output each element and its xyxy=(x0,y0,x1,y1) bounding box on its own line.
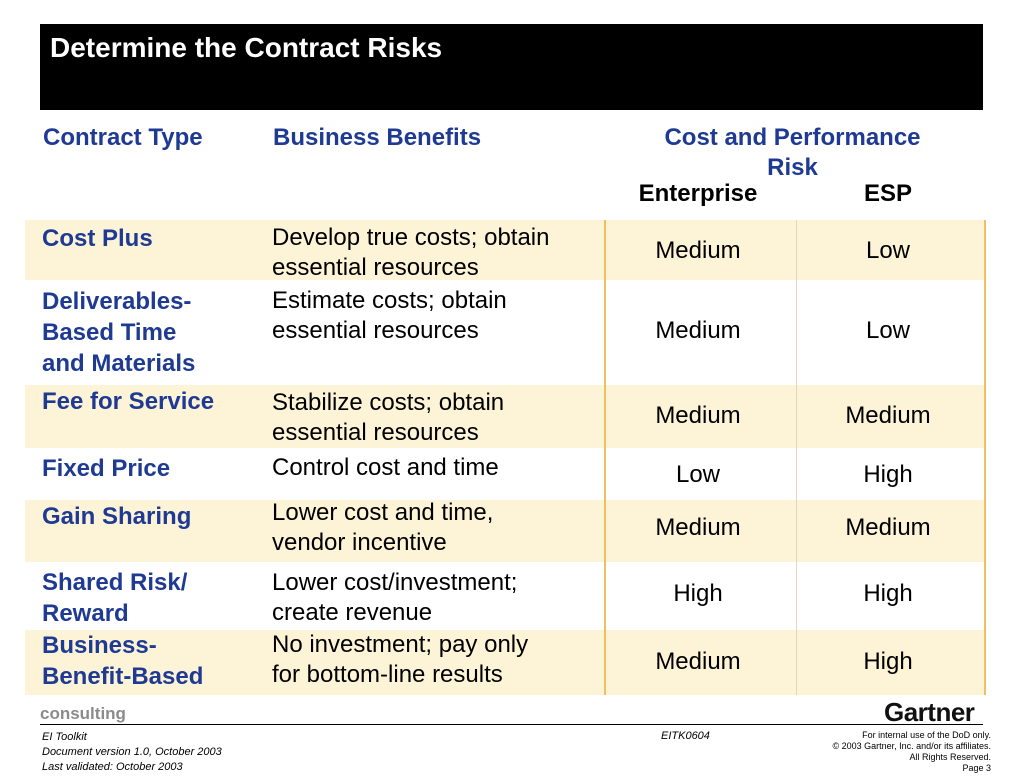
business-benefit-line: essential resources xyxy=(272,419,479,446)
business-benefit-line: essential resources xyxy=(272,254,479,281)
footer-toolkit: EI Toolkit xyxy=(42,731,87,743)
business-benefit-line: Lower cost/investment; xyxy=(272,569,518,596)
footer-divider xyxy=(40,724,983,725)
consulting-label: consulting xyxy=(40,704,126,723)
esp-risk-cell: Low xyxy=(865,317,911,344)
footer-right: For internal use of the DoD only. © 2003… xyxy=(832,730,991,774)
contract-type-line: Based Time xyxy=(42,319,177,346)
column-divider xyxy=(796,220,797,695)
table-row: Cost Plus Develop true costs; obtain essen… xyxy=(25,220,986,283)
contract-type-line: Reward xyxy=(42,600,129,627)
header-contract-type: Contract Type xyxy=(43,124,203,151)
contract-type-line: Benefit-Based xyxy=(42,663,204,690)
contract-type-line: Gain Sharing xyxy=(42,503,192,530)
contract-type-line: Fee for Service xyxy=(42,388,215,415)
gartner-logo: Gartner xyxy=(884,697,975,727)
table-row: Business- Benefit-Based No investment; pay… xyxy=(25,630,986,695)
business-benefit-cell: Estimate costs; obtain essential resource… xyxy=(272,286,507,346)
contract-type-cell: Shared Risk/Reward xyxy=(42,567,187,629)
enterprise-risk-cell: Medium xyxy=(655,648,741,675)
contract-type-cell: Fixed Price xyxy=(42,453,170,484)
header-risk-line1: Cost and Performance xyxy=(664,124,921,151)
contract-type-cell: Cost Plus xyxy=(42,223,153,254)
business-benefit-line: No investment; pay only xyxy=(272,631,529,658)
business-benefit-cell: Lower cost and time, vendor incentive xyxy=(272,498,493,558)
contract-type-cell: Gain Sharing xyxy=(42,501,191,532)
business-benefit-line: Lower cost and time, xyxy=(272,499,494,526)
contract-type-cell: Fee for Service xyxy=(42,386,214,417)
contract-type-cell: Business- Benefit-Based xyxy=(42,630,203,692)
table-row: Fixed Price Control cost and time Low High xyxy=(25,450,986,497)
contract-type-line: Fixed Price xyxy=(42,455,171,482)
contract-type-line: Business- xyxy=(42,632,157,659)
contract-type-cell: Deliverables- Based Time and Materials xyxy=(42,286,195,379)
table-row: Shared Risk/Reward Lower cost/investment;… xyxy=(25,565,986,628)
footer-page-number: Page 3 xyxy=(962,763,991,773)
page-title: Determine the Contract Risks xyxy=(50,32,443,63)
footer-doc-code: EITK0604 xyxy=(661,730,710,742)
business-benefit-cell: No investment; pay only for bottom-line r… xyxy=(272,630,528,690)
contract-type-line: Shared Risk/ xyxy=(42,569,188,596)
header-risk: Cost and Performance Risk xyxy=(620,123,965,183)
enterprise-risk-cell: Low xyxy=(675,461,721,488)
enterprise-risk-cell: Medium xyxy=(655,402,741,429)
enterprise-risk-cell: Medium xyxy=(655,514,741,541)
footer-internal-use: For internal use of the DoD only. xyxy=(862,730,991,740)
esp-risk-cell: Medium xyxy=(845,402,931,429)
header-enterprise: Enterprise xyxy=(638,180,758,207)
esp-risk-cell: High xyxy=(863,648,913,675)
column-divider xyxy=(604,220,606,695)
business-benefit-line: vendor incentive xyxy=(272,529,447,556)
footer-copyright: © 2003 Gartner, Inc. and/or its affiliat… xyxy=(832,741,991,751)
contract-type-line: Deliverables- xyxy=(42,288,192,315)
column-divider xyxy=(984,220,986,695)
header-business-benefits: Business Benefits xyxy=(273,124,482,151)
business-benefit-cell: Stabilize costs; obtain essential resourc… xyxy=(272,388,504,448)
enterprise-risk-cell: Medium xyxy=(655,237,741,264)
business-benefit-line: for bottom-line results xyxy=(272,661,503,688)
business-benefit-line: create revenue xyxy=(272,599,433,626)
enterprise-risk-cell: Medium xyxy=(655,317,741,344)
esp-risk-cell: High xyxy=(863,580,913,607)
contract-type-line: Cost Plus xyxy=(42,225,153,252)
business-benefit-line: Develop true costs; obtain xyxy=(272,224,550,251)
business-benefit-line: Control cost and time xyxy=(272,454,499,481)
business-benefit-cell: Lower cost/investment; create revenue xyxy=(272,568,517,628)
esp-risk-cell: High xyxy=(863,461,913,488)
business-benefit-line: Estimate costs; obtain xyxy=(272,287,507,314)
table-row: Fee for Service Stabilize costs; obtain es… xyxy=(25,385,986,448)
table-row: Deliverables- Based Time and Materials Esti… xyxy=(25,282,986,382)
title-bar: Determine the Contract Risks xyxy=(40,24,983,110)
footer-left: EI Toolkit Document version 1.0, October… xyxy=(42,730,222,775)
business-benefit-line: essential resources xyxy=(272,317,479,344)
footer-version: Document version 1.0, October 2003 xyxy=(42,746,222,758)
contract-type-line: and Materials xyxy=(42,350,196,377)
header-esp: ESP xyxy=(863,180,913,207)
business-benefit-cell: Control cost and time xyxy=(272,453,499,483)
business-benefit-line: Stabilize costs; obtain xyxy=(272,389,505,416)
esp-risk-cell: Low xyxy=(865,237,911,264)
header-risk-line2: Risk xyxy=(767,154,818,181)
table-row: Gain Sharing Lower cost and time, vendor i… xyxy=(25,498,986,562)
footer-rights: All Rights Reserved. xyxy=(909,752,991,762)
footer-validated: Last validated: October 2003 xyxy=(42,761,183,773)
enterprise-risk-cell: High xyxy=(673,580,723,607)
esp-risk-cell: Medium xyxy=(845,514,931,541)
business-benefit-cell: Develop true costs; obtain essential reso… xyxy=(272,223,550,283)
